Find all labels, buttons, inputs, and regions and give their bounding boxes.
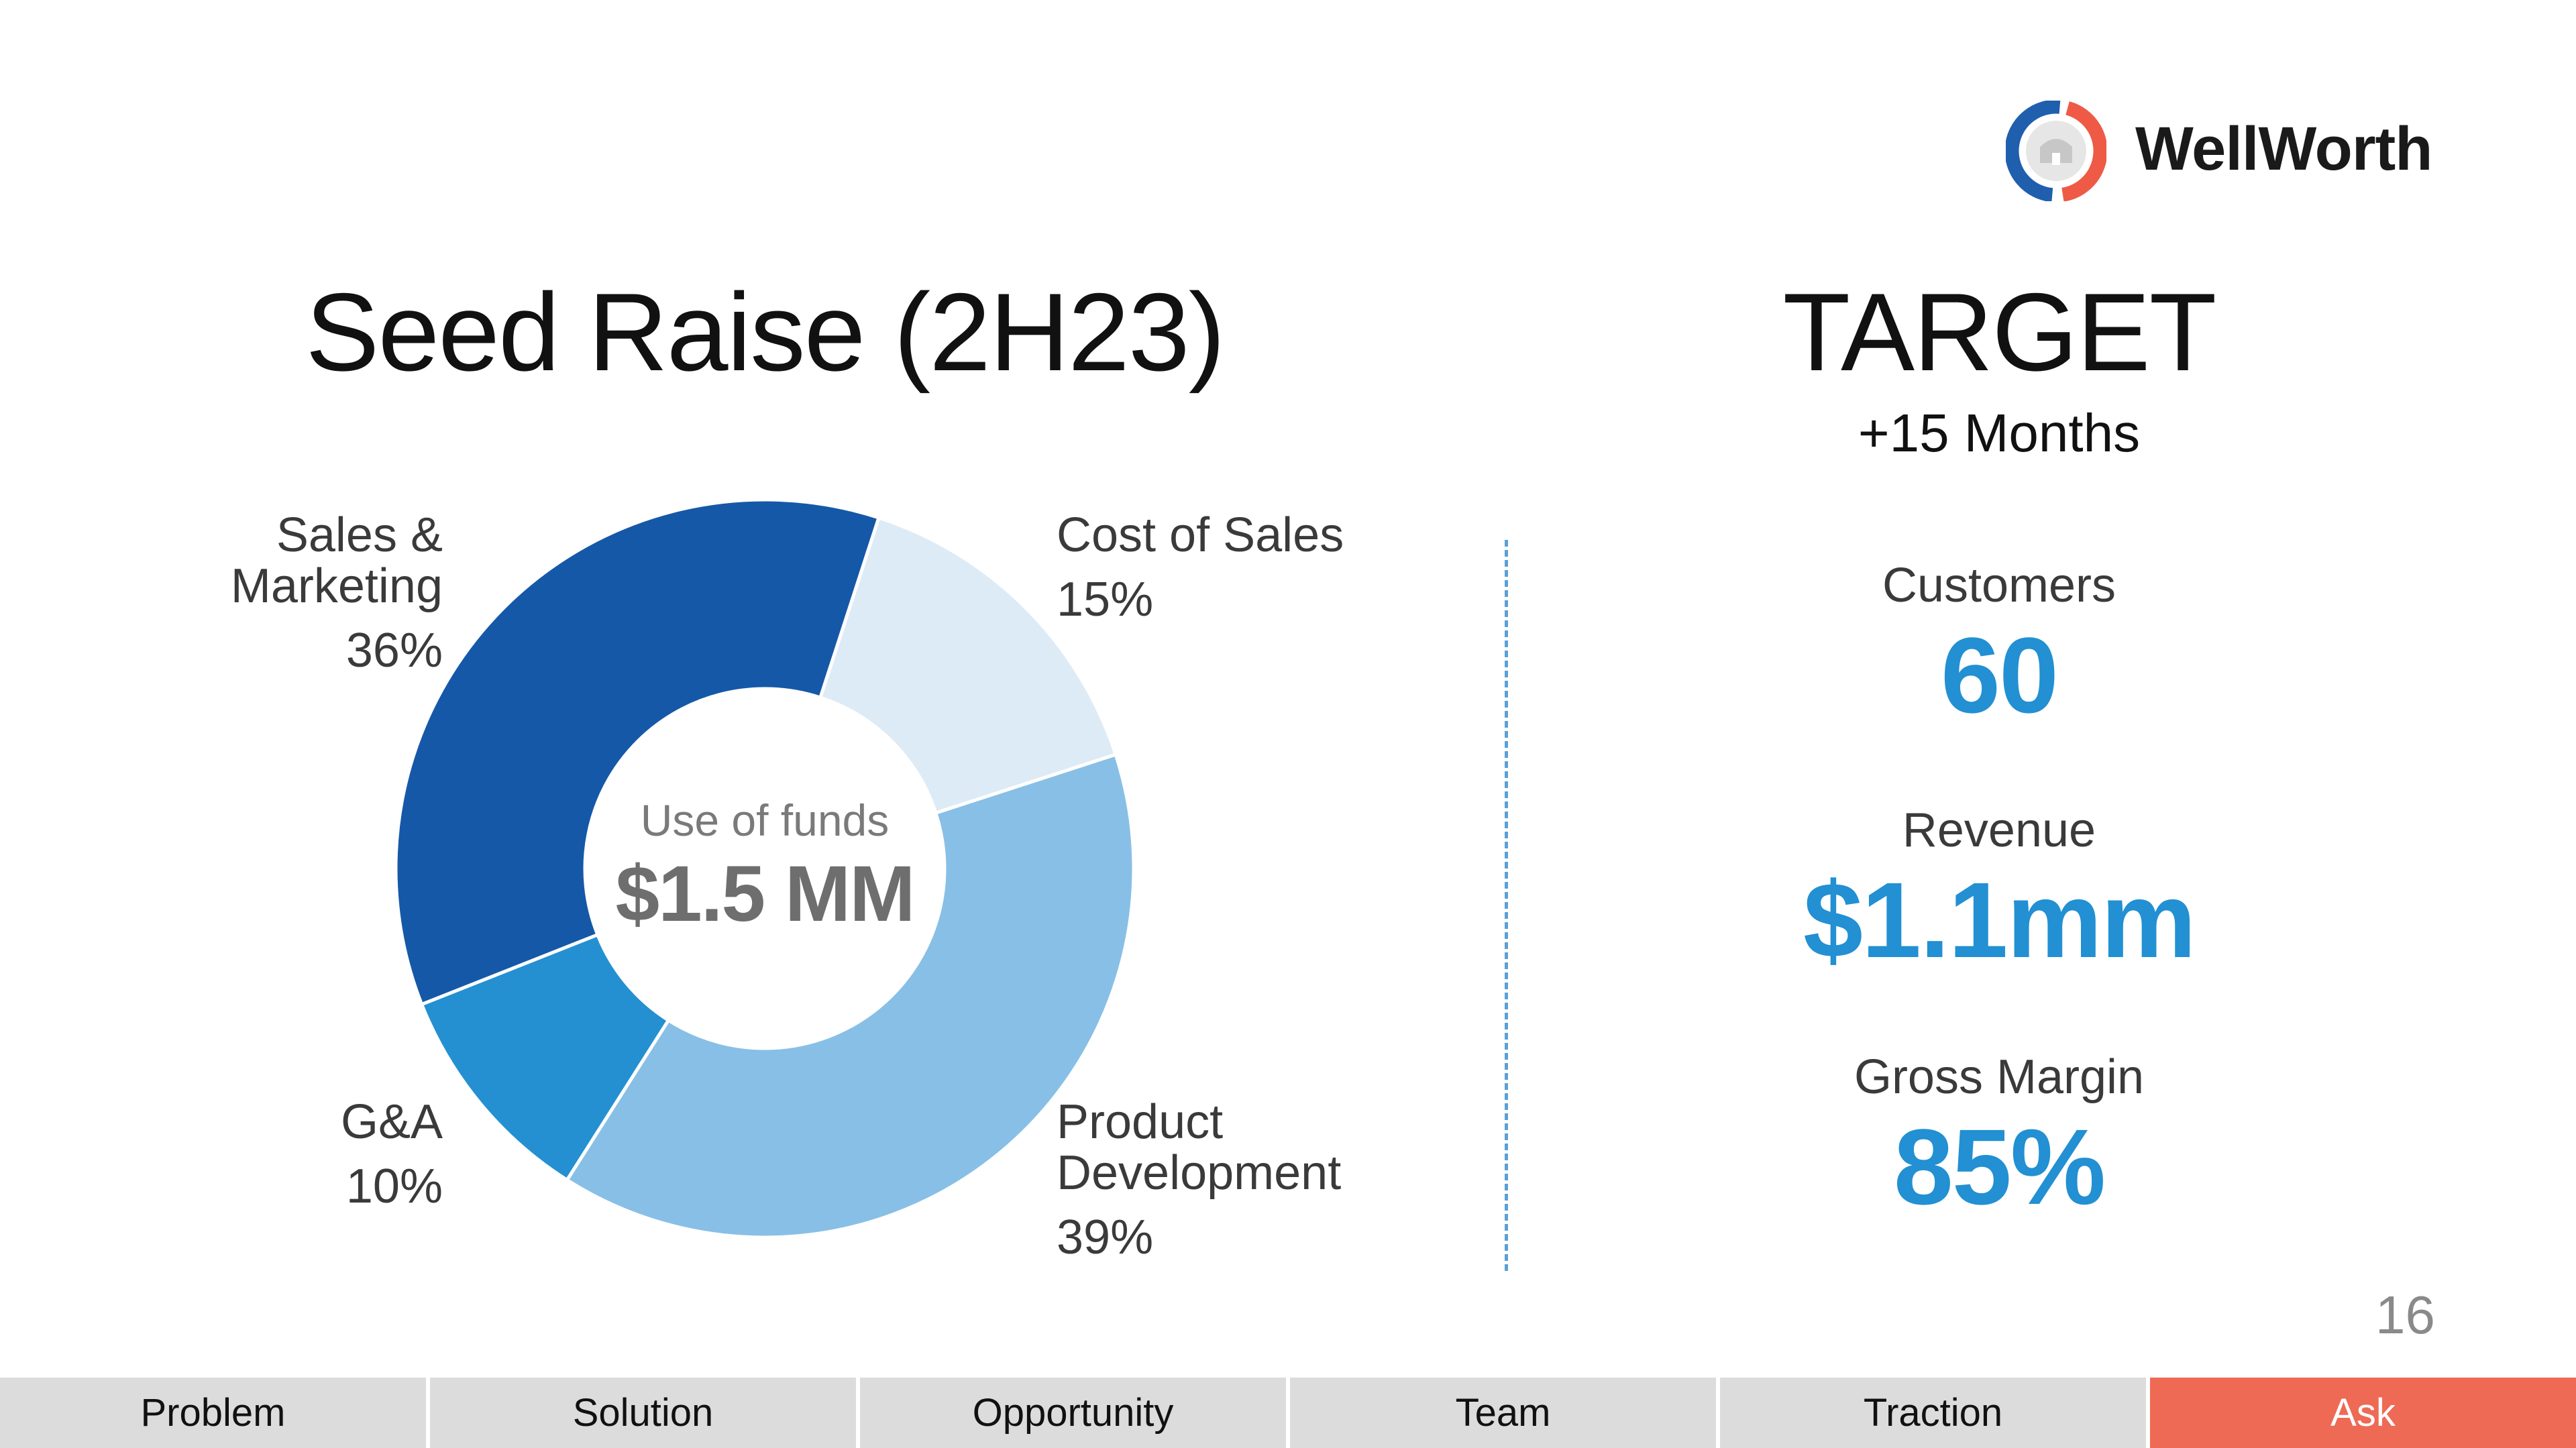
nav-tab-team[interactable]: Team — [1290, 1378, 1720, 1448]
slice-label-product-development: Product Development 39% — [1057, 1095, 1342, 1264]
metric-label-customers: Customers — [1882, 559, 2116, 612]
nav-tab-opportunity[interactable]: Opportunity — [860, 1378, 1290, 1448]
metric-label-revenue: Revenue — [1902, 803, 2096, 857]
metric-value-revenue: $1.1mm — [1803, 860, 2196, 980]
section-nav-bar: Problem Solution Opportunity Team Tracti… — [0, 1378, 2576, 1448]
use-of-funds-donut-chart — [396, 498, 1134, 1239]
target-subtitle: +15 Months — [1858, 403, 2141, 463]
section-divider — [1505, 540, 1508, 1271]
nav-tab-traction[interactable]: Traction — [1720, 1378, 2150, 1448]
donut-slice-sales-and-marketing — [396, 498, 881, 1007]
page-number: 16 — [2375, 1285, 2435, 1345]
page-title: Seed Raise (2H23) — [305, 270, 1225, 394]
donut-center-value: $1.5 MM — [615, 850, 915, 938]
slice-label-cost-of-sales: Cost of Sales 15% — [1057, 508, 1344, 626]
slice-label-g-and-a: G&A 10% — [340, 1095, 443, 1213]
metric-value-gross-margin: 85% — [1893, 1107, 2106, 1227]
target-title: TARGET — [1782, 270, 2217, 394]
donut-slice-cost-of-sales — [818, 515, 1118, 816]
slice-label-sales-and-marketing: Sales & Marketing 36% — [230, 508, 443, 677]
nav-tab-solution[interactable]: Solution — [430, 1378, 860, 1448]
donut-slice-g-and-a — [419, 932, 671, 1182]
nav-tab-problem[interactable]: Problem — [0, 1378, 430, 1448]
nav-tab-ask[interactable]: Ask — [2150, 1378, 2576, 1448]
metric-value-customers: 60 — [1941, 615, 2059, 735]
metric-label-gross-margin: Gross Margin — [1854, 1050, 2145, 1104]
wellworth-logo-icon — [2006, 101, 2106, 201]
donut-slice-product-development — [564, 752, 1134, 1239]
brand-name: WellWorth — [2135, 115, 2432, 183]
donut-center-title: Use of funds — [640, 795, 890, 845]
